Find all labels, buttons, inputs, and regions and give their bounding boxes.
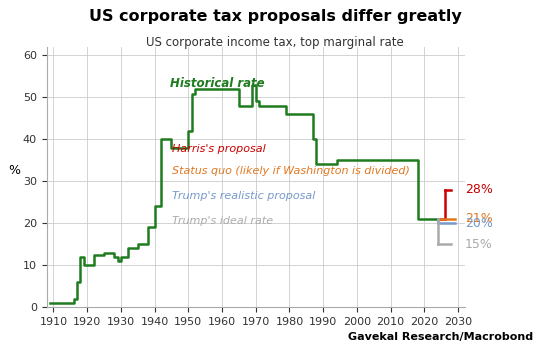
Text: 15%: 15% — [465, 238, 493, 251]
Text: 21%: 21% — [465, 212, 492, 226]
Text: Harris's proposal: Harris's proposal — [172, 144, 266, 154]
Text: US corporate income tax, top marginal rate: US corporate income tax, top marginal ra… — [146, 36, 404, 49]
Text: 28%: 28% — [465, 183, 493, 196]
Text: Gavekal Research/Macrobond: Gavekal Research/Macrobond — [348, 332, 534, 342]
Text: Trump's ideal rate: Trump's ideal rate — [172, 216, 273, 226]
Text: US corporate tax proposals differ greatly: US corporate tax proposals differ greatl… — [89, 9, 461, 24]
Text: 20%: 20% — [465, 217, 493, 230]
Y-axis label: %: % — [9, 164, 20, 177]
Text: Trump's realistic proposal: Trump's realistic proposal — [172, 191, 316, 201]
Text: Status quo (likely if Washington is divided): Status quo (likely if Washington is divi… — [172, 166, 410, 176]
Text: Historical rate: Historical rate — [170, 77, 265, 90]
